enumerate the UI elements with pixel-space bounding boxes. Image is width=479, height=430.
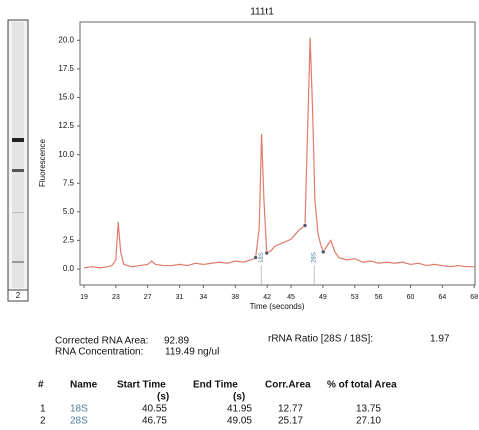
table-header: % of total Area: [327, 380, 397, 391]
peak-annotation: 18S: [259, 252, 265, 263]
y-tick-label: 7.5: [63, 178, 75, 187]
y-tick-label: 0.0: [63, 264, 75, 273]
band: [12, 261, 24, 263]
y-tick-label: 2.5: [63, 236, 75, 245]
y-tick-label: 10.0: [58, 150, 74, 159]
table-cell: 18S: [70, 404, 88, 415]
table-cell: 28S: [70, 416, 88, 427]
table-cell: 13.75: [356, 404, 381, 415]
conc-value: 119.49 ng/ul: [165, 347, 219, 358]
peak-marker: [264, 250, 269, 256]
y-axis-label: Fluorescence: [38, 138, 47, 187]
lane-label: 2: [16, 291, 21, 300]
table-header: Name: [70, 380, 98, 391]
conc-label: RNA Concentration:: [55, 347, 143, 358]
table-cell: 49.05: [227, 416, 252, 427]
table-cell: 41.95: [227, 404, 252, 415]
x-tick-label: 49: [319, 294, 327, 301]
x-tick-label: 60: [407, 294, 415, 301]
y-tick-label: 12.5: [58, 121, 74, 130]
table-cell: 1: [40, 404, 46, 415]
table-header: #: [38, 380, 44, 391]
peak-marker: [253, 255, 258, 260]
peak-marker: [302, 223, 308, 228]
chart-title: 111t1: [250, 7, 274, 18]
table-header: Corr.Area: [265, 380, 311, 391]
plot-frame: [79, 21, 476, 286]
x-tick-label: 53: [351, 294, 359, 301]
table-cell: 46.75: [142, 416, 167, 427]
band: [12, 169, 24, 172]
peak-marker: [321, 249, 326, 255]
y-tick-label: 17.5: [58, 64, 74, 73]
x-tick-label: 45: [287, 294, 295, 301]
x-tick-label: 68: [470, 294, 478, 301]
table-cell: 25.17: [278, 416, 303, 427]
band: [12, 138, 24, 142]
table-cell: 2: [40, 416, 46, 427]
table-header: Start Time: [117, 380, 166, 391]
area-value: 92.89: [164, 336, 189, 347]
x-tick-label: 38: [231, 294, 239, 301]
x-tick-label: 56: [375, 294, 383, 301]
x-tick-label: 19: [80, 294, 88, 301]
trace: [83, 37, 475, 269]
table-cell: 12.77: [278, 404, 303, 415]
table-cell: 27.10: [356, 416, 381, 427]
table-header: (s): [157, 392, 169, 403]
x-tick-label: 34: [200, 294, 208, 301]
table-cell: 40.55: [142, 404, 167, 415]
y-tick-label: 5.0: [63, 207, 75, 216]
ratio-label: rRNA Ratio [28S / 18S]:: [268, 334, 373, 345]
x-axis-label: Time (seconds): [250, 302, 305, 311]
table-header: (s): [233, 392, 245, 403]
gel-lane: 2: [7, 19, 29, 302]
lane-label-box: [7, 289, 29, 302]
x-tick-label: 31: [176, 294, 184, 301]
x-tick-label: 27: [144, 294, 152, 301]
y-tick-label: 15.0: [58, 93, 74, 102]
peak-annotation: 28S: [312, 252, 318, 263]
x-tick-label: 42: [263, 294, 271, 301]
lane-body: [12, 22, 24, 288]
x-tick-label: 23: [112, 294, 120, 301]
band: [12, 212, 24, 213]
ratio-value: 1.97: [430, 334, 450, 345]
y-tick-label: 20.0: [58, 35, 74, 44]
table-header: End Time: [193, 380, 238, 391]
x-tick-label: 64: [438, 294, 446, 301]
area-label: Corrected RNA Area:: [55, 336, 148, 347]
